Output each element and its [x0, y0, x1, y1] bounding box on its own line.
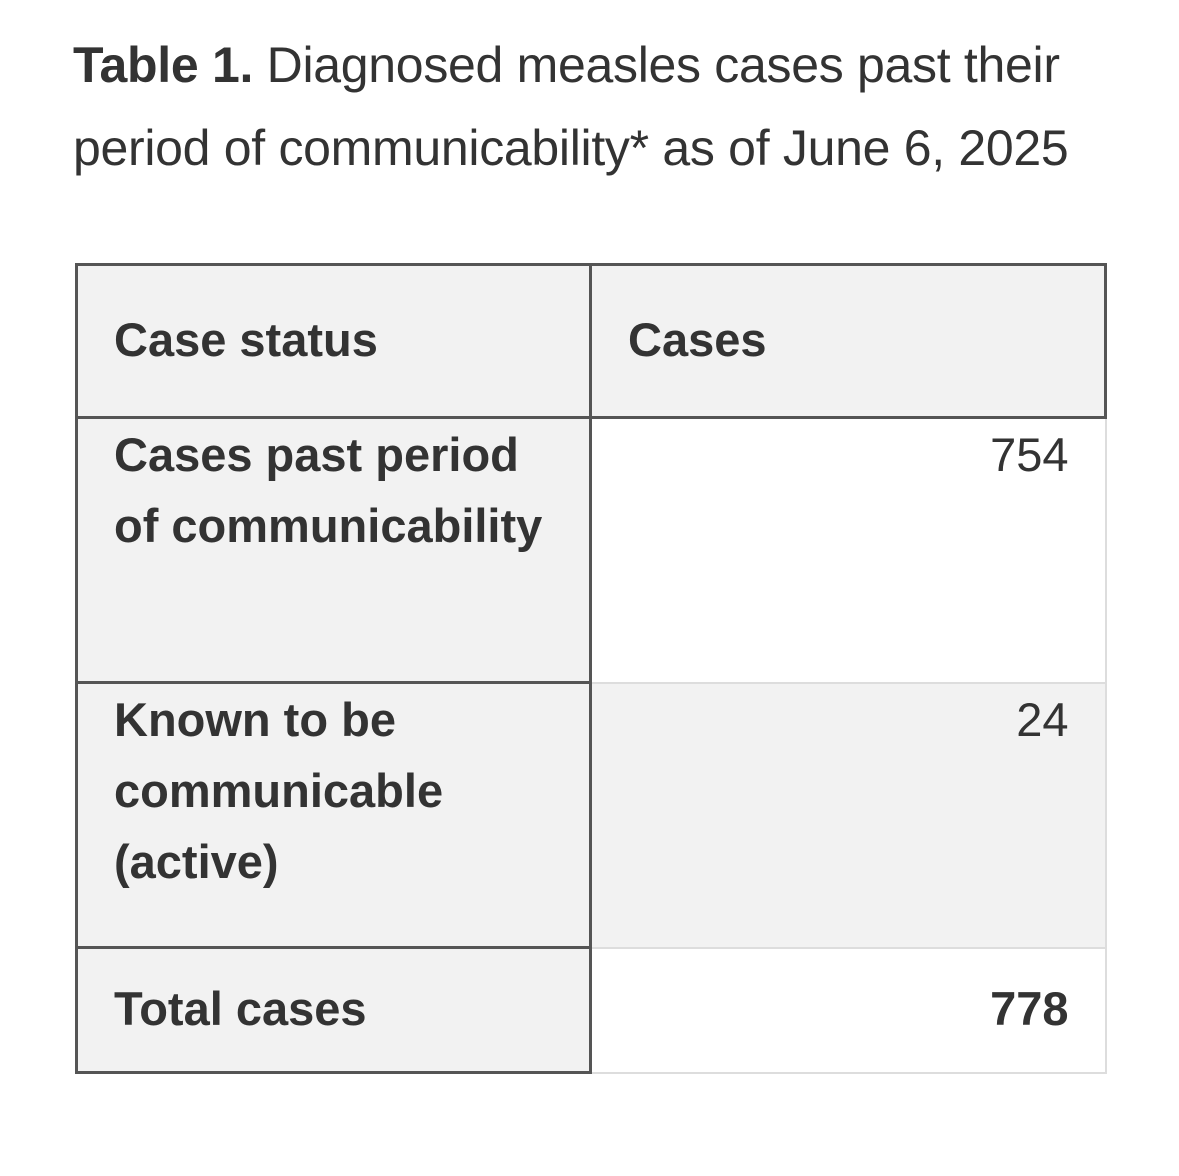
measles-cases-table: Case status Cases Cases past period of c… — [75, 263, 1107, 1074]
table-header-row: Case status Cases — [75, 263, 1107, 419]
row-status-past-communicability: Cases past period of communicability — [75, 416, 592, 684]
row-status-communicable: Known to be communicable (active) — [75, 681, 592, 949]
table-caption-text: Diagnosed measles cases past their perio… — [73, 37, 1069, 176]
table-caption: Table 1. Diagnosed measles cases past th… — [73, 24, 1133, 190]
row-status-total: Total cases — [75, 946, 592, 1074]
row-cases-communicable: 24 — [589, 681, 1107, 949]
row-cases-past-communicability: 754 — [589, 416, 1107, 684]
header-case-status: Case status — [75, 263, 592, 419]
row-cases-total: 778 — [589, 946, 1107, 1074]
table-row: Known to be communicable (active) 24 — [75, 681, 1107, 949]
header-cases: Cases — [589, 263, 1107, 419]
table-caption-label: Table 1. — [73, 37, 254, 93]
table-row-total: Total cases 778 — [75, 946, 1107, 1074]
table-row: Cases past period of communicability 754 — [75, 416, 1107, 684]
